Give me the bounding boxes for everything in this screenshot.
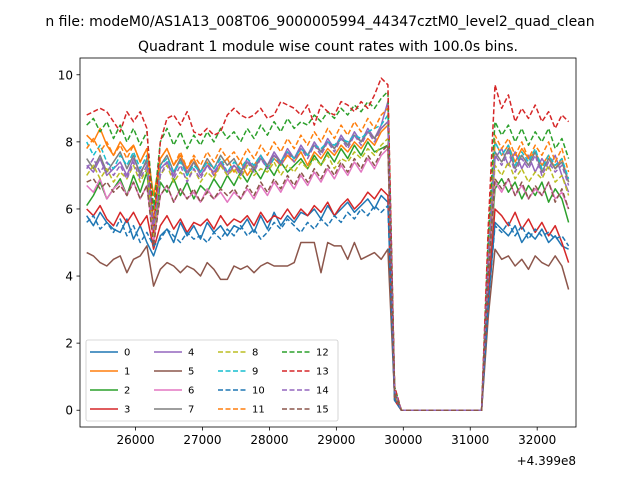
y-tick-label-1: 2: [65, 337, 73, 351]
x-tick-label-6: 31000: [451, 433, 489, 447]
series-line-13: [86, 77, 570, 411]
y-axis: 0 2 4 6 8 10: [58, 68, 80, 418]
legend-label-0: 0: [124, 348, 130, 359]
legend-label-9: 9: [252, 367, 258, 378]
figure-suptitle: n file: modeM0/AS1A13_008T06_9000005994_…: [45, 14, 594, 30]
legend-label-15: 15: [316, 405, 329, 416]
y-tick-label-3: 6: [65, 202, 73, 216]
series-line-3: [86, 188, 570, 411]
series-line-15: [86, 144, 570, 411]
plot-frame: [79, 57, 577, 428]
y-tick-label-5: 10: [58, 68, 73, 82]
series-layer: [86, 77, 570, 411]
y-tick-label-4: 8: [65, 135, 73, 149]
series-line-11: [86, 107, 570, 411]
legend-label-11: 11: [252, 405, 265, 416]
legend-label-8: 8: [252, 348, 258, 359]
y-tick-label-2: 4: [65, 270, 73, 284]
x-offset-label: +4.399e8: [517, 454, 576, 468]
legend-label-2: 2: [124, 386, 130, 397]
legend-box: [85, 339, 339, 422]
legend-label-10: 10: [252, 386, 265, 397]
legend-label-3: 3: [124, 405, 130, 416]
x-axis: 26000 27000 28000 29000 30000 31000 32000: [116, 427, 556, 447]
chart-title: Quadrant 1 module wise count rates with …: [138, 39, 518, 55]
x-tick-label-3: 28000: [250, 433, 288, 447]
legend-label-5: 5: [188, 367, 194, 378]
x-tick-label-4: 29000: [317, 433, 355, 447]
x-tick-label-7: 32000: [518, 433, 556, 447]
series-line-10: [86, 204, 570, 411]
series-line-5: [86, 241, 570, 411]
legend-label-4: 4: [188, 348, 194, 359]
x-tick-label-5: 30000: [384, 433, 422, 447]
legend-label-14: 14: [316, 386, 329, 397]
legend-label-1: 1: [124, 367, 130, 378]
legend-label-7: 7: [188, 405, 194, 416]
x-tick-label-2: 27000: [183, 433, 221, 447]
legend-label-12: 12: [316, 348, 329, 359]
series-line-14: [86, 120, 570, 411]
legend-label-13: 13: [316, 367, 329, 378]
legend-label-6: 6: [188, 386, 194, 397]
y-tick-label-0: 0: [65, 404, 73, 418]
x-tick-label-1: 26000: [116, 433, 154, 447]
